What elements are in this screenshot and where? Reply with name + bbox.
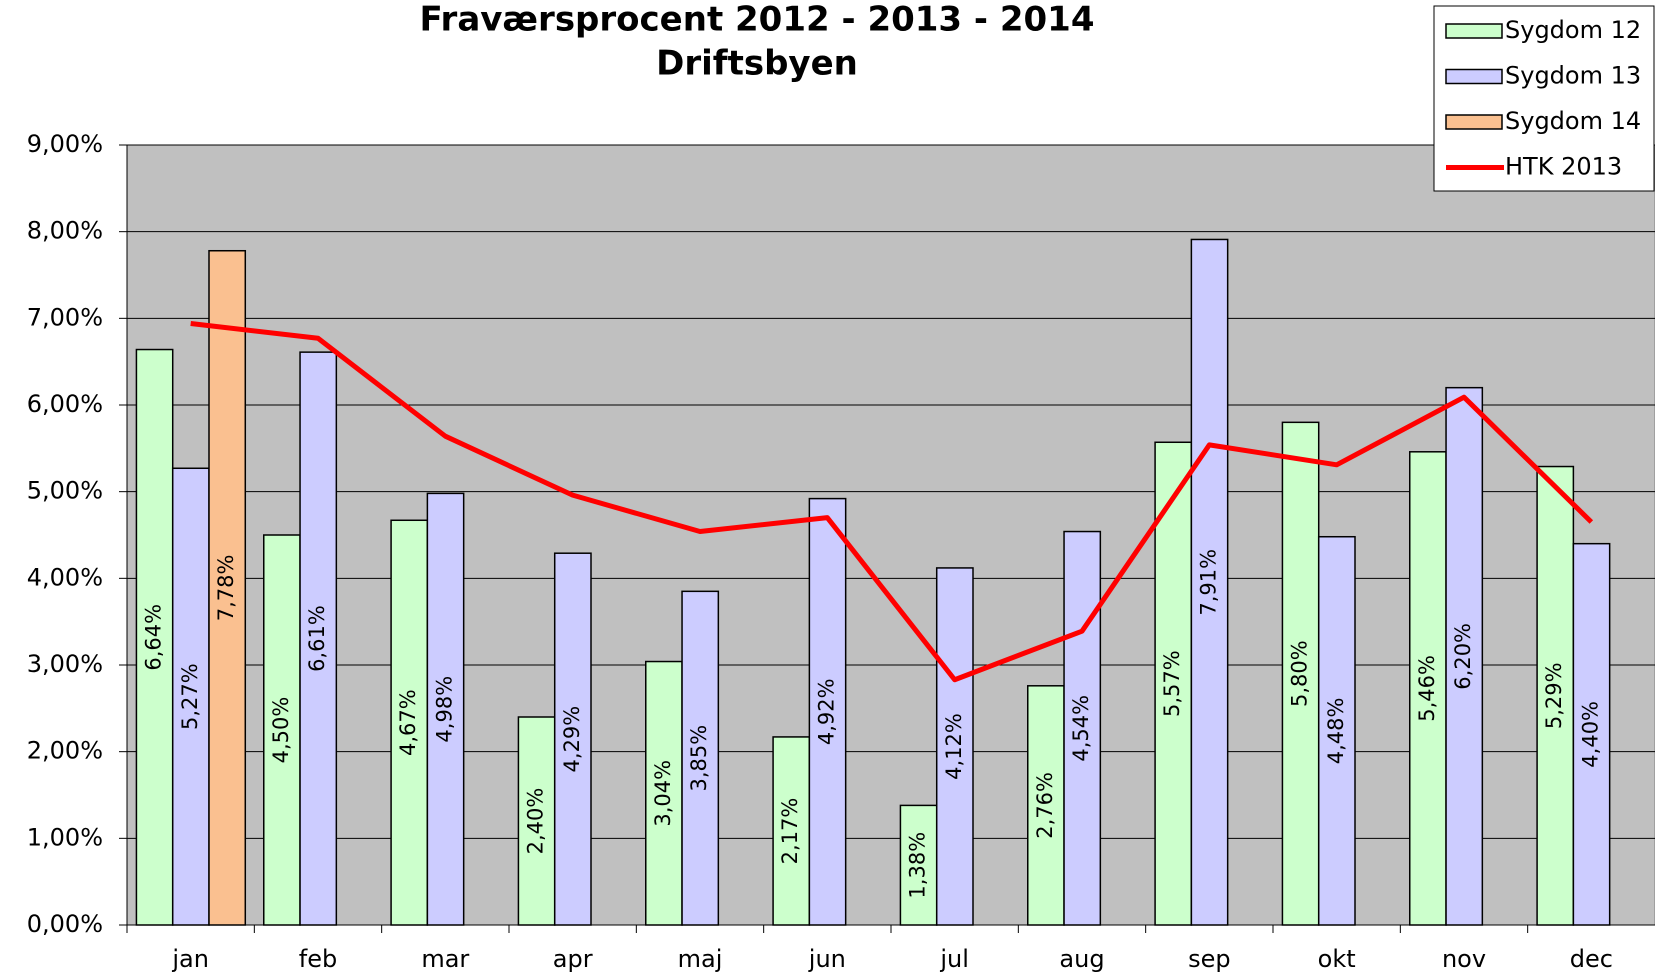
x-tick-label: dec [1570, 945, 1613, 973]
bar [390, 519, 429, 926]
bar [1190, 238, 1229, 926]
value-label: 4,50% [269, 697, 293, 764]
bar [1154, 441, 1193, 926]
bar [772, 736, 811, 926]
x-tick-label: nov [1442, 945, 1486, 973]
value-label: 4,67% [396, 689, 420, 756]
value-label: 6,64% [142, 604, 166, 671]
y-tick-label: 3,00% [27, 650, 103, 678]
y-tick-label: 0,00% [27, 910, 103, 938]
y-tick-label: 8,00% [27, 217, 103, 245]
y-tick-label: 7,00% [27, 303, 103, 331]
bar [1317, 535, 1356, 926]
x-tick-label: mar [421, 945, 469, 973]
value-label: 2,17% [778, 798, 802, 865]
x-tick-label: jul [939, 945, 969, 973]
legend-swatch [1445, 68, 1503, 85]
bar [553, 552, 592, 926]
value-label: 6,61% [305, 605, 329, 672]
value-label: 2,40% [524, 788, 548, 855]
legend-swatch [1445, 23, 1503, 39]
bar [808, 497, 847, 926]
x-tick-label: maj [678, 945, 723, 973]
bar [935, 567, 974, 926]
bar [1445, 386, 1484, 926]
legend-label: Sygdom 12 [1505, 16, 1641, 44]
value-label: 3,85% [687, 725, 711, 792]
x-tick-label: jun [808, 945, 846, 973]
x-tick-label: feb [299, 945, 337, 973]
bar [299, 351, 338, 926]
value-label: 4,54% [1069, 695, 1093, 762]
value-label: 1,38% [906, 832, 930, 899]
y-tick-label: 9,00% [27, 130, 103, 158]
bar [1063, 530, 1102, 926]
bar [645, 660, 683, 926]
value-label: 5,57% [1160, 650, 1184, 717]
y-tick-label: 2,00% [27, 737, 103, 765]
value-label: 5,46% [1415, 655, 1439, 722]
value-label: 3,04% [651, 760, 675, 827]
value-label: 4,29% [560, 706, 584, 773]
y-tick-label: 4,00% [27, 563, 103, 591]
y-tick-label: 1,00% [27, 823, 103, 851]
legend-label: Sygdom 13 [1505, 62, 1641, 90]
x-tick-label: okt [1318, 945, 1356, 973]
bar [681, 590, 720, 926]
value-label: 4,12% [942, 713, 966, 780]
bar [263, 534, 301, 926]
x-tick-label: sep [1188, 945, 1231, 973]
bar [899, 804, 938, 926]
value-label: 4,40% [1579, 701, 1603, 768]
x-tick-label: jan [171, 945, 209, 973]
bar [1281, 421, 1320, 926]
bar [208, 249, 247, 926]
y-tick-label: 5,00% [27, 477, 103, 505]
value-label: 4,48% [1324, 698, 1348, 765]
plot-area [126, 144, 1655, 926]
legend-label: HTK 2013 [1505, 153, 1622, 181]
bar [1572, 542, 1611, 926]
x-tick-label: aug [1059, 945, 1104, 973]
value-label: 4,98% [433, 676, 457, 743]
bar [1536, 465, 1575, 926]
value-label: 5,27% [178, 663, 202, 730]
legend-swatch [1445, 114, 1503, 130]
value-label: 7,78% [214, 555, 238, 622]
chart-subtitle: Driftsbyen [656, 44, 858, 84]
value-label: 5,29% [1542, 662, 1566, 729]
bar [517, 716, 556, 926]
y-tick-label: 6,00% [27, 390, 103, 418]
value-label: 4,92% [815, 678, 839, 745]
value-label: 6,20% [1451, 623, 1475, 690]
bar [426, 492, 465, 926]
bar [1027, 685, 1065, 926]
value-label: 5,80% [1288, 640, 1312, 707]
value-label: 7,91% [1197, 549, 1221, 616]
x-tick-label: apr [553, 945, 593, 973]
legend-label: Sygdom 14 [1505, 107, 1641, 135]
chart-title: Fraværsprocent 2012 - 2013 - 2014 [420, 0, 1095, 40]
line [190, 321, 1594, 683]
value-label: 2,76% [1033, 772, 1057, 839]
